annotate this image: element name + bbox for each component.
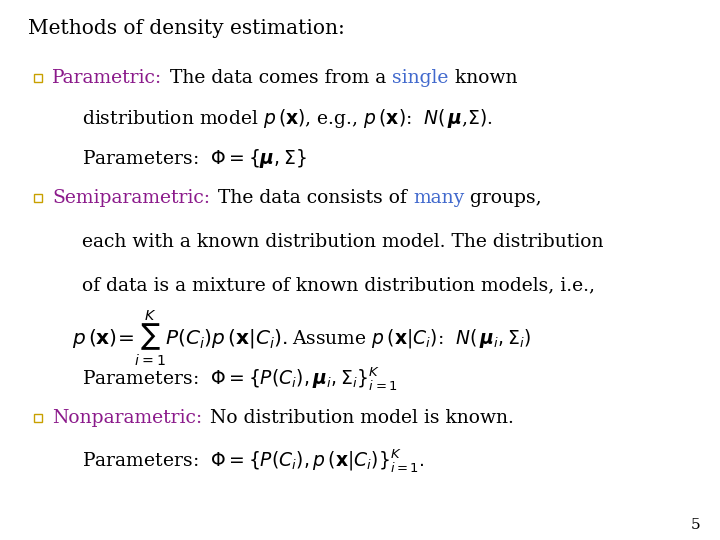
Text: Assume $p\,(\mathbf{x}|C_i)$:  $N(\,\boldsymbol{\mu}_i,\Sigma_i)$: Assume $p\,(\mathbf{x}|C_i)$: $N(\,\bold…: [292, 327, 531, 349]
Text: Semiparametric:: Semiparametric:: [52, 189, 210, 207]
Text: The data comes from a: The data comes from a: [164, 69, 392, 87]
Text: groups,: groups,: [464, 189, 541, 207]
Bar: [34, 194, 42, 202]
Text: Parametric:: Parametric:: [52, 69, 162, 87]
Text: $p\,(\mathbf{x})\!=\!\sum_{i=1}^{K}P(C_i)p\,(\mathbf{x}|C_i).$: $p\,(\mathbf{x})\!=\!\sum_{i=1}^{K}P(C_i…: [72, 308, 288, 368]
Text: Methods of density estimation:: Methods of density estimation:: [28, 18, 345, 37]
Bar: [34, 74, 42, 82]
Text: known: known: [449, 69, 517, 87]
Text: single: single: [392, 69, 449, 87]
Text: The data consists of: The data consists of: [212, 189, 413, 207]
Text: 5: 5: [690, 518, 700, 532]
Text: distribution model $p\,(\mathbf{x})$, e.g., $p\,(\mathbf{x})$:  $N(\,\boldsymbol: distribution model $p\,(\mathbf{x})$, e.…: [82, 106, 493, 130]
Text: of data is a mixture of known distribution models, i.e.,: of data is a mixture of known distributi…: [82, 276, 595, 294]
Text: Nonparametric:: Nonparametric:: [52, 409, 202, 427]
Text: many: many: [413, 189, 464, 207]
Text: Parameters:  $\Phi = \{\boldsymbol{\mu},\Sigma\}$: Parameters: $\Phi = \{\boldsymbol{\mu},\…: [82, 146, 307, 170]
Text: No distribution model is known.: No distribution model is known.: [204, 409, 514, 427]
Text: Parameters:  $\Phi = \{P(C_i),\boldsymbol{\mu}_i,\Sigma_i\}_{i=1}^{K}$: Parameters: $\Phi = \{P(C_i),\boldsymbol…: [82, 364, 398, 391]
Text: Parameters:  $\Phi = \{P(C_i), p\,(\mathbf{x}|C_i)\}_{i=1}^{K}.$: Parameters: $\Phi = \{P(C_i), p\,(\mathb…: [82, 447, 425, 474]
Bar: [34, 414, 42, 422]
Text: each with a known distribution model. The distribution: each with a known distribution model. Th…: [82, 233, 603, 251]
